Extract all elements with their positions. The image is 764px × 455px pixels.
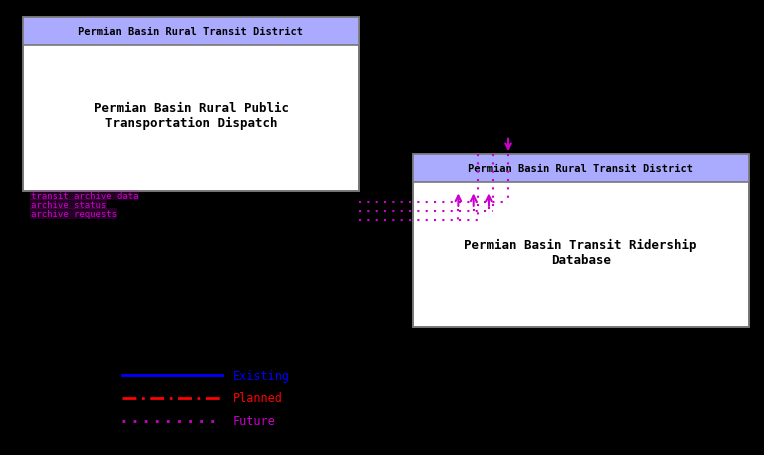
Bar	[23, 18, 359, 191]
Bar	[413, 155, 749, 328]
Text: Permian Basin Rural Transit District: Permian Basin Rural Transit District	[468, 163, 693, 173]
Text: Existing: Existing	[233, 369, 290, 382]
Text: Permian Basin Rural Transit District: Permian Basin Rural Transit District	[79, 27, 303, 37]
Text: Permian Basin Transit Ridership
Database: Permian Basin Transit Ridership Database	[465, 238, 697, 266]
Text: archive status: archive status	[31, 200, 105, 209]
Text: Permian Basin Rural Public
Transportation Dispatch: Permian Basin Rural Public Transportatio…	[93, 101, 289, 130]
Text: Future: Future	[233, 415, 276, 427]
Bar	[413, 155, 749, 182]
Text: Planned: Planned	[233, 392, 283, 404]
Text: transit archive data: transit archive data	[31, 191, 138, 200]
Bar	[23, 18, 359, 46]
Bar	[413, 155, 749, 328]
Text: archive requests: archive requests	[31, 209, 117, 218]
Bar	[23, 18, 359, 191]
